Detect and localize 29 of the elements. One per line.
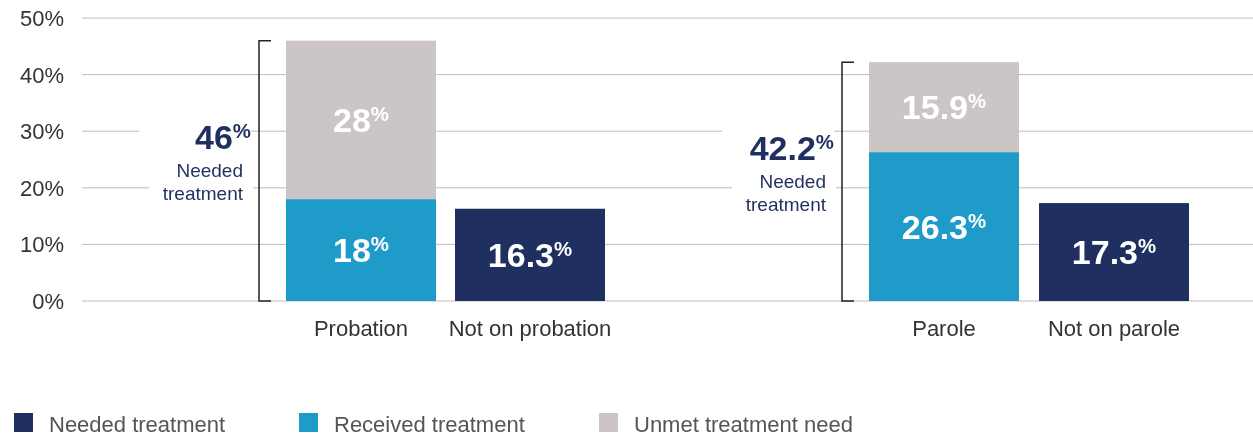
legend-label: Received treatment bbox=[334, 412, 525, 437]
x-tick-label: Not on probation bbox=[448, 316, 612, 341]
y-tick-label: 30% bbox=[19, 119, 64, 145]
annotation: Needed treatment bbox=[162, 159, 244, 204]
bar bbox=[1039, 203, 1189, 301]
bar bbox=[286, 199, 436, 301]
data-label: 26.3$^{%}$ bbox=[901, 207, 987, 246]
data-label: 15.9$^{%}$ bbox=[901, 88, 987, 127]
annotation: Needed treatment bbox=[745, 170, 827, 215]
y-tick-label: 40% bbox=[19, 62, 64, 88]
bar bbox=[286, 40, 436, 200]
y-tick-label: 0% bbox=[32, 289, 64, 314]
x-tick-label: Probation bbox=[313, 316, 409, 341]
y-tick-label: 20% bbox=[19, 175, 64, 201]
data-label: 28$^{%}$ bbox=[333, 100, 389, 139]
bar bbox=[869, 152, 1019, 301]
data-label: 17.3$^{%}$ bbox=[1071, 233, 1157, 272]
legend-label: Unmet treatment need bbox=[634, 412, 853, 437]
x-tick-label: Parole bbox=[912, 316, 976, 341]
data-label: 16.3$^{%}$ bbox=[487, 235, 573, 274]
y-tick-label: 50% bbox=[19, 6, 64, 31]
bar bbox=[869, 62, 1019, 153]
legend-label: Needed treatment bbox=[49, 412, 226, 437]
annotation: 42.2$^{%}$ bbox=[749, 128, 834, 167]
y-tick-label: 10% bbox=[19, 232, 64, 258]
x-tick-label: Not on parole bbox=[1047, 316, 1181, 341]
bar bbox=[455, 208, 605, 301]
data-label: 18$^{%}$ bbox=[333, 231, 389, 270]
annotation: 46$^{%}$ bbox=[195, 117, 251, 156]
